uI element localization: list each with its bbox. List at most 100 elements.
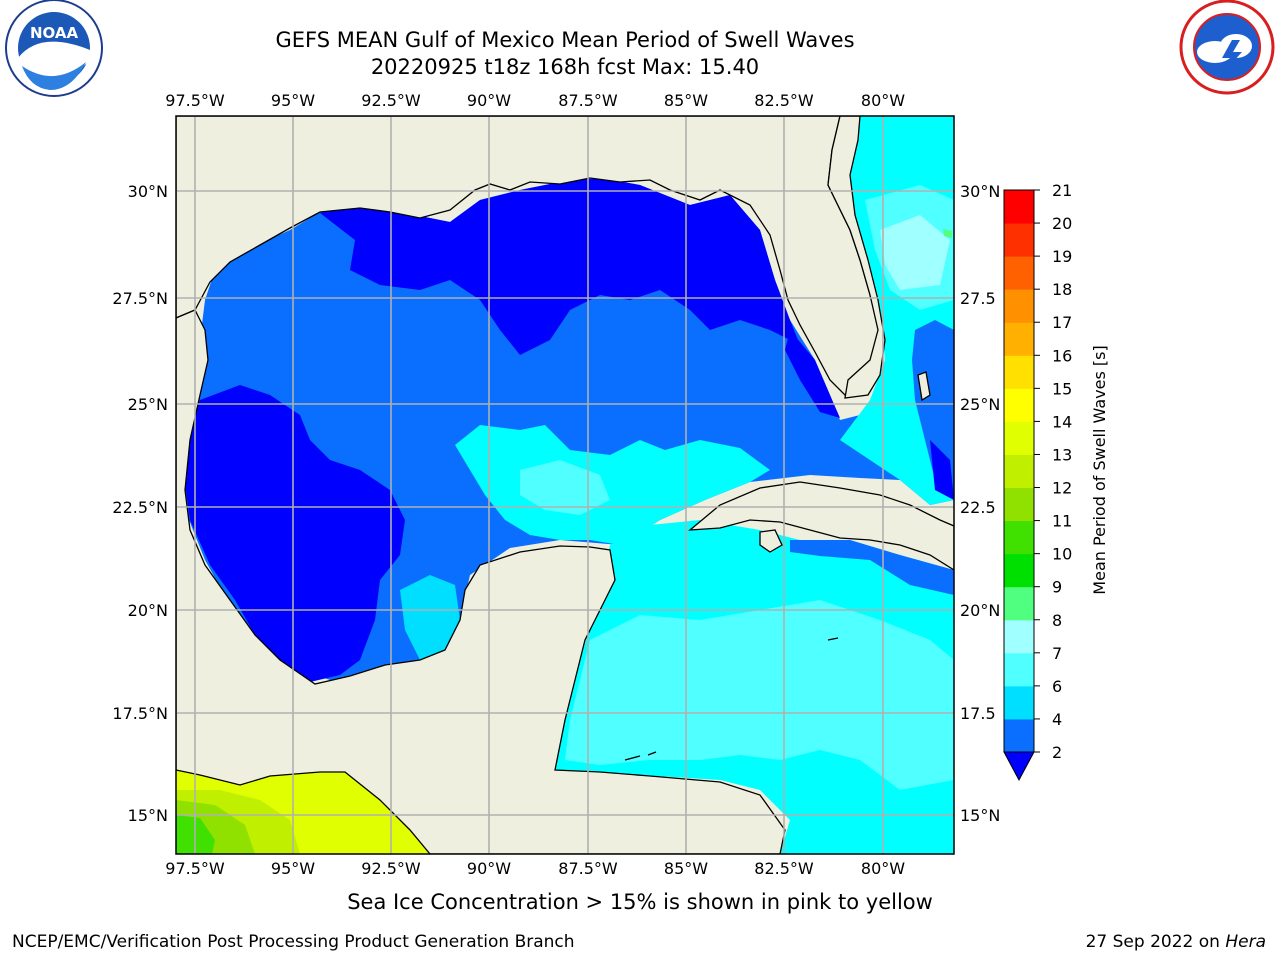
colorbar-tick-label: 17 (1052, 313, 1072, 332)
colorbar-segment (1004, 685, 1034, 720)
map-frame (175, 115, 955, 855)
colorbar-segment (1004, 190, 1034, 224)
colorbar-segment (1004, 619, 1034, 654)
lon-label: 92.5°W (361, 859, 421, 878)
colorbar-segment (1004, 520, 1034, 555)
colorbar-segment (1004, 421, 1034, 455)
lat-label: 15°N (960, 806, 1000, 825)
colorbar-tick-label: 6 (1052, 677, 1062, 696)
colorbar-tick-label: 20 (1052, 214, 1072, 233)
lat-labels-left: 30°N 27.5°N 25°N 22.5°N 20°N 17.5°N 15°N (112, 182, 168, 825)
lon-label: 80°W (861, 91, 905, 110)
andros-island (917, 371, 931, 402)
date-stamp: 27 Sep 2022 on Hera (1086, 932, 1266, 952)
noaa-logo: NOAA (5, 0, 103, 97)
colorbar-segment (1004, 454, 1034, 489)
colorbar-segment (1004, 223, 1034, 257)
colorbar-segment (1004, 586, 1034, 621)
colorbar-segment (1004, 553, 1034, 588)
colorbar-tick-label: 4 (1052, 710, 1062, 729)
isla-juventud (759, 529, 783, 553)
lat-label: 25°N (960, 395, 1000, 414)
colorbar-tick-label: 13 (1052, 445, 1072, 464)
graticule (176, 116, 954, 854)
colorbar-segment (1004, 718, 1034, 753)
lat-label: 17.5 (960, 704, 996, 723)
date-text: 27 Sep 2022 on (1085, 932, 1220, 952)
colorbar-tick-label: 18 (1052, 280, 1072, 299)
lon-label: 82.5°W (754, 859, 814, 878)
atlantic-green-dot (943, 229, 952, 238)
colorbar-tick-label: 10 (1052, 545, 1072, 564)
lat-label: 25°N (128, 395, 168, 414)
bahamas-darkblue (930, 440, 954, 500)
caribbean-lightcyan (565, 600, 954, 790)
chart-subtitle: 20220925 t18z 168h fcst Max: 15.40 (370, 55, 760, 79)
lon-labels-bottom: 97.5°W 95°W 92.5°W 90°W 87.5°W 85°W 82.5… (165, 859, 905, 878)
colorbar-segment (1004, 388, 1034, 422)
colorbar-tick-label: 19 (1052, 247, 1072, 266)
colorbar-segment (1004, 487, 1034, 522)
colorbar-tick-label: 11 (1052, 512, 1072, 531)
atlantic-palecyan (880, 215, 950, 290)
colorbar-tick-label: 21 (1052, 181, 1072, 200)
lat-label: 30°N (128, 182, 168, 201)
lon-label: 82.5°W (754, 91, 814, 110)
colorbar-tick-label: 16 (1052, 346, 1072, 365)
colorbar-segment (1004, 322, 1034, 356)
lat-labels-right: 30°N 27.5 25°N 22.5 20°N 17.5 15°N (960, 182, 1000, 825)
lat-label: 17.5°N (112, 704, 168, 723)
west-gulf-darkblue (183, 385, 405, 682)
noaa-logo-text: NOAA (30, 24, 79, 42)
north-gulf-darkblue (320, 178, 800, 355)
colorbar-tick-label: 8 (1052, 611, 1062, 630)
lon-labels-top: 97.5°W 95°W 92.5°W 90°W 87.5°W 85°W 82.5… (165, 91, 905, 110)
lat-label: 22.5 (960, 498, 996, 517)
lat-label: 27.5°N (112, 289, 168, 308)
lon-label: 87.5°W (558, 91, 618, 110)
colorbar-label: Mean Period of Swell Waves [s] (1090, 345, 1109, 594)
lon-label: 80°W (861, 859, 905, 878)
lat-label: 27.5 (960, 289, 996, 308)
lon-label: 97.5°W (165, 859, 225, 878)
lon-label: 85°W (664, 91, 708, 110)
campeche-cyan (400, 575, 460, 660)
colorbar-tick-label: 9 (1052, 578, 1062, 597)
caymans-dot (827, 637, 839, 641)
map-area (176, 116, 954, 854)
colorbar-extend-arrow (1003, 751, 1035, 782)
colorbar-tick-label: 2 (1052, 743, 1062, 762)
colorbar-tick-label: 7 (1052, 644, 1062, 663)
cuba-south-blue (790, 540, 954, 595)
land-masses (176, 116, 954, 854)
colorbar-segment (1004, 289, 1034, 323)
colorbar-segment (1004, 355, 1034, 389)
nws-logo (1179, 0, 1275, 95)
chart-title: GEFS MEAN Gulf of Mexico Mean Period of … (275, 28, 855, 52)
lat-label: 15°N (128, 806, 168, 825)
lon-label: 97.5°W (165, 91, 225, 110)
lon-label: 85°W (664, 859, 708, 878)
lat-label: 20°N (128, 601, 168, 620)
lon-label: 87.5°W (558, 859, 618, 878)
lat-label: 30°N (960, 182, 1000, 201)
lon-label: 95°W (271, 859, 315, 878)
sea-ice-caption: Sea Ice Concentration > 15% is shown in … (0, 890, 1280, 914)
lat-label: 20°N (960, 601, 1000, 620)
lon-label: 95°W (271, 91, 315, 110)
colorbar-outline (1003, 189, 1035, 753)
lon-label: 90°W (467, 91, 511, 110)
colorbar: 2 4 6 7 8 9 10 11 12 13 14 15 16 17 18 19 20 21 (1003, 181, 1072, 782)
credit-text: NCEP/EMC/Verification Post Processing Pr… (12, 932, 575, 952)
keys-darkblue (785, 330, 840, 418)
sea-ice-caption-text: Sea Ice Concentration > 15% is shown in … (347, 890, 933, 914)
florida-peninsula (827, 116, 886, 399)
host-name: Hera (1225, 932, 1266, 952)
lat-label: 22.5°N (112, 498, 168, 517)
lon-label: 92.5°W (361, 91, 421, 110)
cuba (688, 481, 954, 571)
colorbar-tick-label: 15 (1052, 379, 1072, 398)
honduras-islands (624, 751, 657, 761)
central-cyan (455, 425, 770, 545)
